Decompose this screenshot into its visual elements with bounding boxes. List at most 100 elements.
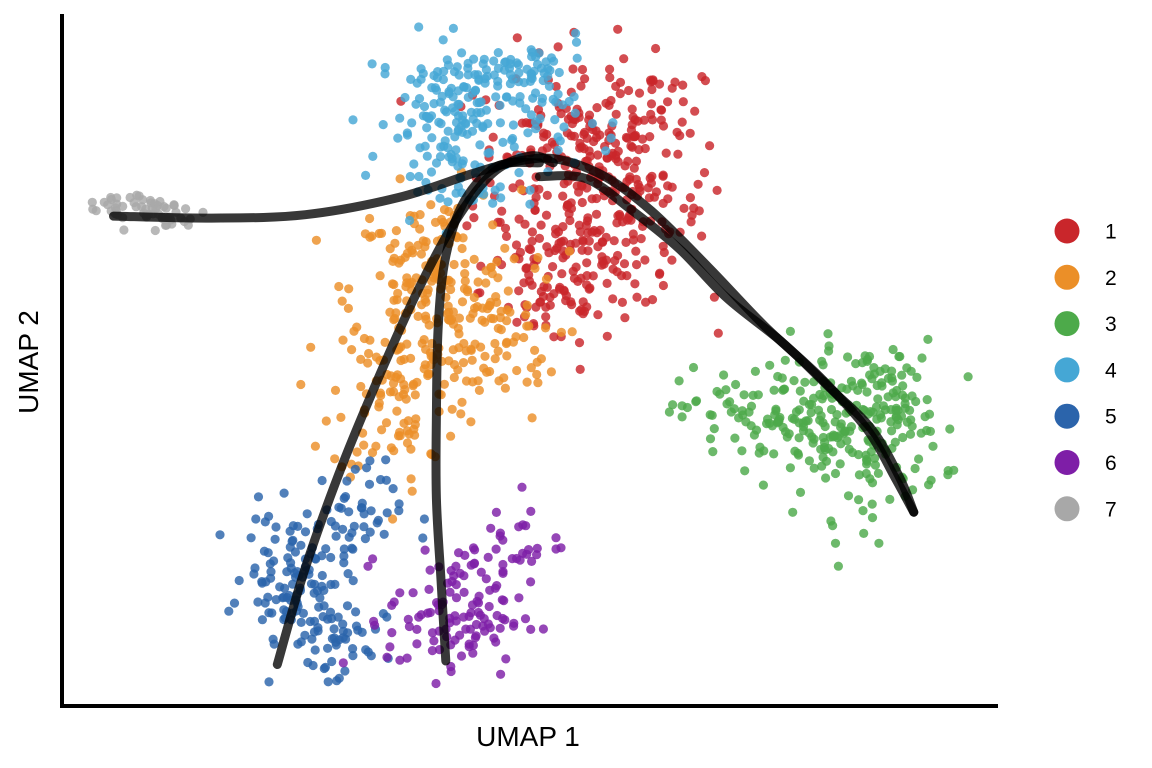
data-point-cluster-2 xyxy=(321,416,331,426)
data-point-cluster-1 xyxy=(576,180,587,190)
data-point-cluster-6 xyxy=(412,639,422,649)
data-point-cluster-1 xyxy=(514,214,524,224)
data-point-cluster-3 xyxy=(758,480,769,490)
data-point-cluster-6 xyxy=(551,533,561,543)
data-point-cluster-1 xyxy=(514,286,524,296)
data-point-cluster-6 xyxy=(501,654,511,664)
data-point-cluster-6 xyxy=(468,543,479,553)
data-point-cluster-1 xyxy=(628,235,639,245)
data-point-cluster-4 xyxy=(558,100,568,110)
data-point-cluster-3 xyxy=(794,433,804,443)
data-point-cluster-4 xyxy=(521,104,531,114)
data-point-cluster-2 xyxy=(521,310,531,320)
data-point-cluster-2 xyxy=(424,369,434,379)
data-point-cluster-2 xyxy=(402,438,413,448)
data-point-cluster-3 xyxy=(865,370,875,380)
data-point-cluster-2 xyxy=(469,292,479,303)
data-point-cluster-5 xyxy=(394,499,404,509)
data-point-cluster-6 xyxy=(497,595,507,605)
data-point-cluster-5 xyxy=(269,556,279,566)
data-point-cluster-4 xyxy=(570,108,580,118)
data-point-cluster-4 xyxy=(422,123,432,133)
data-point-cluster-1 xyxy=(582,258,592,268)
data-point-cluster-3 xyxy=(842,384,852,394)
data-point-cluster-3 xyxy=(789,376,799,386)
data-point-cluster-2 xyxy=(296,379,306,390)
data-point-cluster-1 xyxy=(575,138,585,148)
data-point-cluster-4 xyxy=(539,68,549,78)
data-point-cluster-2 xyxy=(567,327,577,337)
data-point-cluster-3 xyxy=(771,406,781,416)
data-point-cluster-4 xyxy=(548,94,558,104)
data-point-cluster-2 xyxy=(365,213,375,224)
data-point-cluster-2 xyxy=(392,406,402,416)
data-point-cluster-1 xyxy=(619,259,630,269)
data-point-cluster-2 xyxy=(338,335,348,345)
data-point-cluster-3 xyxy=(891,403,901,413)
data-point-cluster-3 xyxy=(668,400,678,410)
data-point-cluster-1 xyxy=(573,276,583,286)
data-point-cluster-1 xyxy=(611,81,621,91)
data-point-cluster-4 xyxy=(467,126,478,136)
data-point-cluster-5 xyxy=(296,540,306,550)
data-point-cluster-5 xyxy=(317,475,327,486)
data-point-cluster-4 xyxy=(448,23,458,33)
data-point-cluster-1 xyxy=(584,236,594,246)
data-point-cluster-6 xyxy=(427,646,437,656)
data-point-cluster-2 xyxy=(465,313,475,323)
data-point-cluster-3 xyxy=(821,473,831,483)
data-point-cluster-4 xyxy=(601,146,611,156)
legend-label-6: 6 xyxy=(1105,452,1117,475)
data-point-cluster-1 xyxy=(530,205,540,215)
data-point-cluster-4 xyxy=(393,133,403,143)
data-point-cluster-1 xyxy=(658,121,669,131)
data-point-cluster-7 xyxy=(87,197,97,207)
data-point-cluster-6 xyxy=(387,600,397,611)
data-point-cluster-3 xyxy=(846,422,857,432)
data-point-cluster-1 xyxy=(525,244,536,255)
data-point-cluster-5 xyxy=(313,626,323,636)
data-point-cluster-2 xyxy=(356,354,366,364)
data-point-cluster-6 xyxy=(491,507,501,517)
data-point-cluster-3 xyxy=(864,351,875,362)
data-point-cluster-6 xyxy=(412,624,422,635)
data-point-cluster-3 xyxy=(922,425,932,436)
data-point-cluster-3 xyxy=(708,447,718,457)
data-point-cluster-7 xyxy=(141,204,151,214)
data-point-cluster-3 xyxy=(737,446,747,456)
data-point-cluster-1 xyxy=(633,116,643,126)
data-point-cluster-2 xyxy=(454,313,464,323)
data-point-cluster-5 xyxy=(378,609,388,619)
data-point-cluster-2 xyxy=(376,390,386,401)
data-point-cluster-5 xyxy=(271,595,281,605)
data-point-cluster-5 xyxy=(359,522,369,532)
data-point-cluster-3 xyxy=(905,429,916,439)
data-point-cluster-2 xyxy=(421,237,431,247)
data-point-cluster-5 xyxy=(363,647,373,657)
data-point-cluster-5 xyxy=(302,509,312,519)
data-point-cluster-5 xyxy=(348,651,358,661)
data-point-cluster-4 xyxy=(493,48,503,58)
data-point-cluster-5 xyxy=(259,546,269,556)
data-point-cluster-2 xyxy=(533,252,543,263)
data-point-cluster-7 xyxy=(169,200,179,210)
data-point-cluster-3 xyxy=(674,376,684,386)
data-point-cluster-3 xyxy=(902,363,912,373)
data-point-cluster-3 xyxy=(943,470,953,480)
data-point-cluster-5 xyxy=(260,517,270,527)
data-point-cluster-4 xyxy=(348,115,358,125)
data-point-cluster-1 xyxy=(587,194,597,204)
data-point-cluster-2 xyxy=(389,279,399,290)
data-point-cluster-5 xyxy=(250,563,260,573)
data-point-cluster-6 xyxy=(425,607,435,618)
data-point-cluster-5 xyxy=(257,615,267,625)
data-point-cluster-5 xyxy=(309,588,319,598)
data-point-cluster-6 xyxy=(538,624,549,634)
data-point-cluster-4 xyxy=(514,68,524,78)
data-point-cluster-2 xyxy=(377,425,387,435)
data-point-cluster-4 xyxy=(513,60,524,70)
data-point-cluster-3 xyxy=(809,463,819,473)
data-point-cluster-3 xyxy=(835,459,845,469)
data-point-cluster-5 xyxy=(350,464,360,474)
data-point-cluster-1 xyxy=(658,170,668,180)
